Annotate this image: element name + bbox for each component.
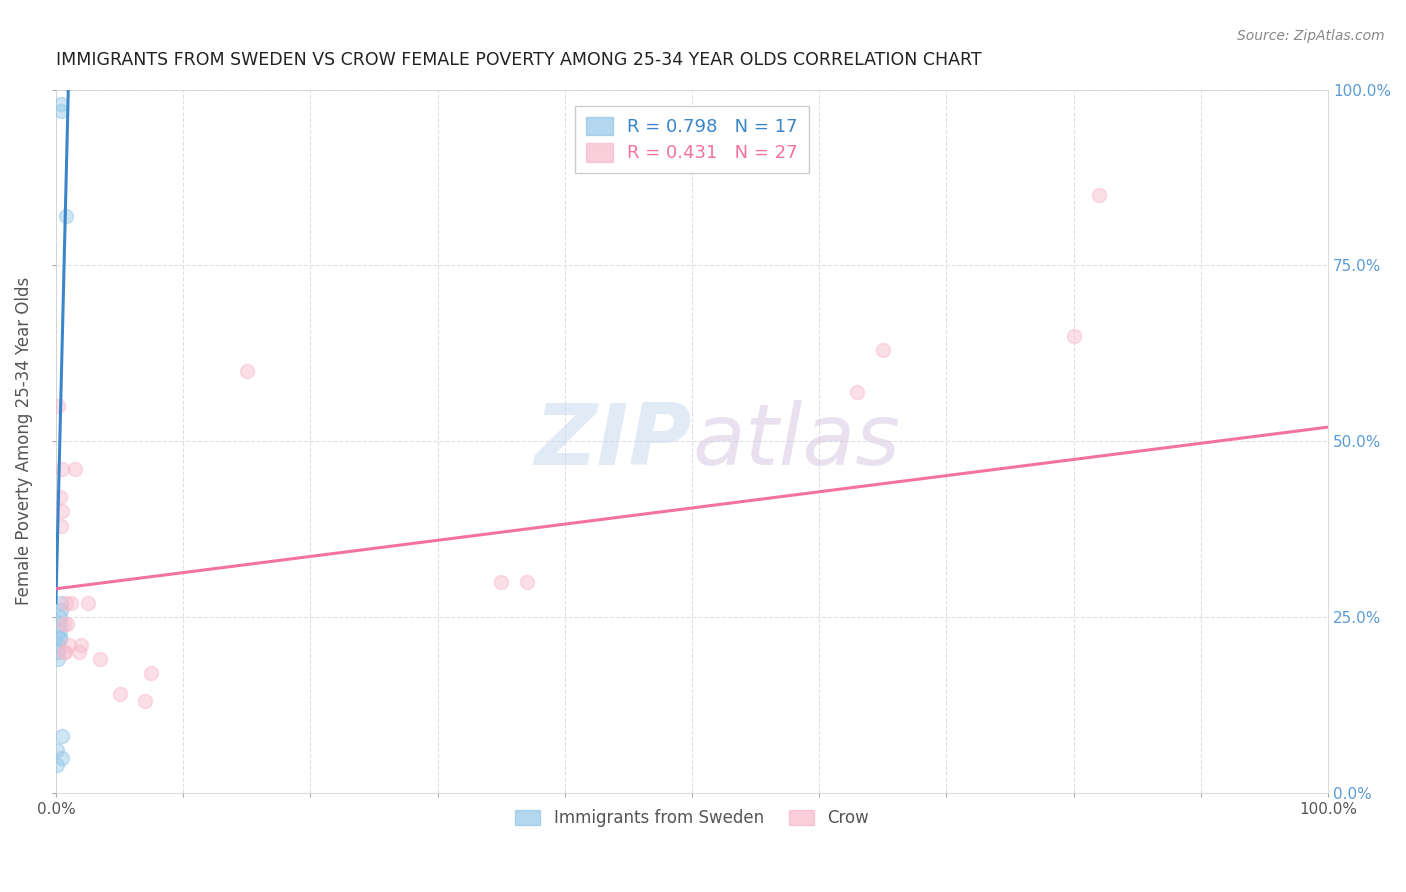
Point — [70, 638, 93, 652]
Text: IMMIGRANTS FROM SWEDEN VS CROW FEMALE POVERTY AMONG 25-34 YEAR OLDS CORRELATION : IMMIGRANTS FROM SWEDEN VS CROW FEMALE PO… — [56, 51, 981, 69]
Point — [51, 750, 73, 764]
Point — [49, 96, 72, 111]
Point — [53, 645, 76, 659]
Point — [872, 343, 894, 357]
Point — [48, 631, 70, 645]
Point — [56, 616, 79, 631]
Point — [51, 730, 73, 744]
Point — [49, 603, 72, 617]
Point — [48, 399, 70, 413]
Point — [1063, 328, 1085, 343]
Point — [58, 638, 80, 652]
Point — [1088, 188, 1111, 202]
Point — [67, 645, 90, 659]
Point — [48, 491, 70, 505]
Point — [235, 364, 257, 378]
Text: atlas: atlas — [692, 400, 900, 483]
Point — [55, 596, 77, 610]
Point — [516, 574, 538, 589]
Point — [51, 462, 73, 476]
Point — [49, 103, 72, 118]
Point — [46, 743, 69, 757]
Point — [846, 384, 869, 399]
Point — [48, 616, 70, 631]
Point — [63, 462, 86, 476]
Point — [49, 596, 72, 610]
Point — [48, 624, 70, 638]
Point — [48, 610, 70, 624]
Point — [52, 616, 75, 631]
Point — [60, 596, 83, 610]
Point — [46, 757, 69, 772]
Point — [108, 687, 131, 701]
Point — [52, 645, 75, 659]
Point — [49, 518, 72, 533]
Point — [48, 638, 70, 652]
Text: ZIP: ZIP — [534, 400, 692, 483]
Point — [89, 652, 111, 666]
Text: Source: ZipAtlas.com: Source: ZipAtlas.com — [1237, 29, 1385, 44]
Y-axis label: Female Poverty Among 25-34 Year Olds: Female Poverty Among 25-34 Year Olds — [15, 277, 32, 606]
Point — [134, 694, 156, 708]
Point — [51, 504, 73, 518]
Point — [48, 631, 70, 645]
Point — [141, 666, 163, 681]
Point — [55, 209, 77, 223]
Point — [48, 652, 70, 666]
Point — [489, 574, 512, 589]
Point — [48, 645, 70, 659]
Legend: Immigrants from Sweden, Crow: Immigrants from Sweden, Crow — [509, 802, 876, 833]
Point — [76, 596, 98, 610]
